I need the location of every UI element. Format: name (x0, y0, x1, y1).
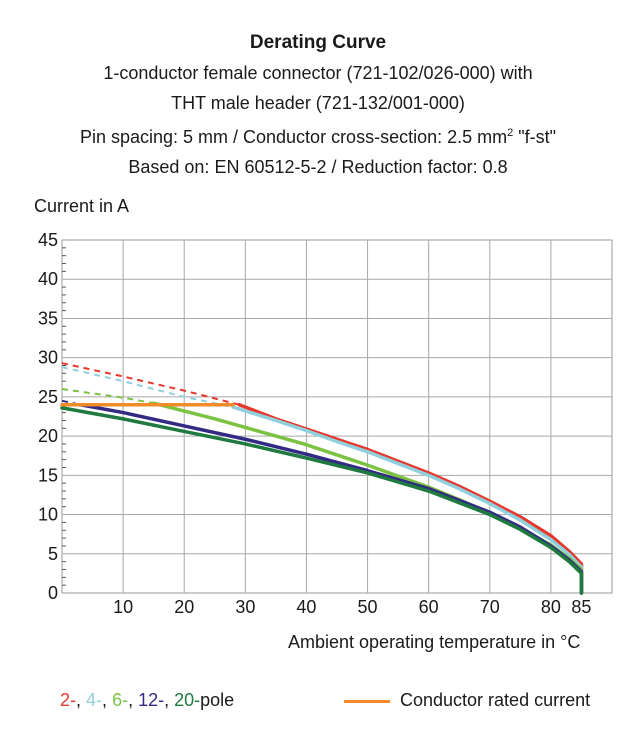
legend-part-8: 20- (174, 690, 201, 710)
legend-part-5: , (128, 690, 139, 710)
y-tick-label-30: 30 (38, 348, 58, 368)
subtitle-line-3-sup: 2 (507, 127, 514, 139)
y-tick-label-15: 15 (38, 465, 58, 485)
y-tick-label-25: 25 (38, 387, 58, 407)
legend-poles: 2-, 4-, 6-, 12-, 20-pole (60, 690, 234, 711)
legend-part-9: pole (200, 690, 235, 710)
legend-rated-current: Conductor rated current (344, 690, 590, 711)
legend-part-6: 12- (138, 690, 165, 710)
subtitle-line-1: 1-conductor female connector (721-102/02… (103, 63, 533, 83)
legend-part-1: , (76, 690, 87, 710)
chart-title: Derating Curve (249, 32, 387, 53)
x-tick-label-80: 80 (541, 597, 561, 617)
subtitle-line-2: THT male header (721-132/001-000) (171, 93, 465, 113)
x-tick-label-20: 20 (174, 597, 194, 617)
legend-part-0: 2- (60, 690, 77, 710)
rated-current-swatch (344, 699, 390, 703)
x-tick-label-30: 30 (235, 597, 255, 617)
x-axis-title: Ambient operating temperature in °C (288, 632, 581, 652)
y-tick-label-10: 10 (38, 505, 58, 525)
y-tick-label-0: 0 (48, 583, 58, 603)
subtitle-line-3: Pin spacing: 5 mm / Conductor cross-sect… (0, 118, 636, 152)
series-line-20-pole (60, 406, 584, 595)
y-tick-label-40: 40 (38, 269, 58, 289)
chart-title-block: Derating Curve 1-conductor female connec… (0, 28, 636, 182)
y-tick-label-20: 20 (38, 426, 58, 446)
legend-part-4: 6- (112, 690, 129, 710)
x-tick-label-60: 60 (419, 597, 439, 617)
subtitle-line-4: Based on: EN 60512-5-2 / Reduction facto… (128, 157, 508, 177)
series-dashed-6-pole (61, 388, 154, 405)
y-axis-title: Current in A (34, 196, 130, 216)
x-tick-label-40: 40 (296, 597, 316, 617)
y-tick-label-5: 5 (48, 544, 58, 564)
y-tick-label-35: 35 (38, 308, 58, 328)
x-tick-label-50: 50 (358, 597, 378, 617)
series-dashed-2-pole (61, 362, 240, 406)
plot-frame (61, 239, 613, 594)
legend-part-3: , (102, 690, 113, 710)
x-tick-label-10: 10 (113, 597, 133, 617)
subtitle-line-3-text: Pin spacing: 5 mm / Conductor cross-sect… (79, 127, 508, 147)
legend-part-2: 4- (86, 690, 103, 710)
subtitle-line-3-tail: "f-st" (513, 127, 557, 147)
series-line-4-pole (231, 405, 584, 595)
legend-part-7: , (164, 690, 175, 710)
rated-current-label: Conductor rated current (400, 690, 591, 710)
x-tick-label-70: 70 (480, 597, 500, 617)
y-tick-label-45: 45 (38, 230, 58, 250)
x-tick-label-85: 85 (571, 597, 591, 617)
